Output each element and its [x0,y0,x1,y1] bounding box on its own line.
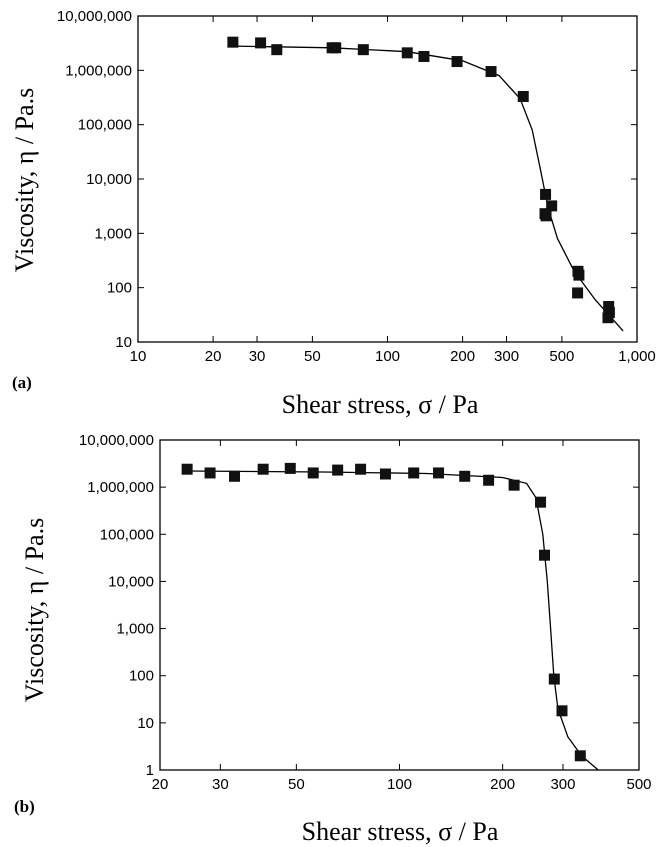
x-tick-label: 300 [550,776,575,793]
data-point-marker [556,705,568,717]
data-point-marker [574,750,586,762]
data-point-marker [357,44,369,56]
x-tick-label: 20 [205,348,222,365]
y-tick-label: 10 [137,715,154,732]
data-point-marker [451,56,463,68]
x-tick-label: 30 [249,348,266,365]
data-point-marker [284,462,296,474]
data-point-marker [573,269,585,281]
data-point-marker [307,467,319,479]
data-point-marker [332,464,344,476]
y-tick-label: 1,000 [94,225,132,242]
y-tick-label: 1,000 [116,621,154,638]
y-tick-label: 100 [107,280,132,297]
data-point-marker [255,37,267,49]
data-point-marker [485,66,497,78]
y-tick-label: 100,000 [78,117,132,134]
data-point-marker [603,301,615,313]
data-point-marker [535,496,547,508]
x-tick-label: 30 [212,776,229,793]
data-point-marker [548,673,560,685]
data-point-marker [330,42,342,54]
x-tick-label: 500 [626,776,651,793]
fit-curve [228,45,624,332]
fit-curve [187,470,599,770]
y-tick-label: 1 [146,762,154,779]
y-tick-label: 100,000 [100,526,154,543]
data-point-marker [408,467,420,479]
y-tick-label: 10,000,000 [57,8,132,25]
y-tick-label: 10,000 [108,573,154,590]
data-point-marker [181,463,193,475]
x-tick-label: 100 [387,776,412,793]
data-point-marker [540,210,552,222]
y-axis-title: Viscosity, η / Pa.s [10,88,39,272]
data-point-marker [418,50,430,62]
data-point-marker [540,188,552,200]
data-point-marker [271,44,283,56]
chart-panel-b: 1 10 100 1,000 10,000 100,000 1,000,000 10,000,… [14,432,652,846]
y-tick-label: 1,000,000 [65,62,132,79]
x-tick-label: 50 [288,776,305,793]
chart-panel-a: 10 100 1,000 10,000 100,000 1,000,000 10,000,0… [10,8,656,419]
x-tick-label: 1,000 [618,348,656,365]
y-axis-title: Viscosity, η / Pa.s [20,518,49,702]
x-axis-title: Shear stress, σ / Pa [302,817,499,846]
data-point-marker [539,549,551,561]
x-tick-label: 200 [490,776,515,793]
data-point-marker [401,47,413,59]
data-point-marker [433,467,445,479]
data-point-marker [227,36,239,48]
data-point-marker [204,467,216,479]
panel-label: (a) [12,373,32,392]
x-tick-label: 300 [494,348,519,365]
data-point-marker [517,90,529,102]
x-tick-label: 500 [549,348,574,365]
data-point-marker [546,200,558,212]
x-tick-label: 20 [152,776,169,793]
y-tick-label: 10,000,000 [79,432,154,449]
x-tick-label: 200 [450,348,475,365]
data-point-marker [355,463,367,475]
data-point-marker [229,470,241,482]
y-tick-label: 100 [129,668,154,685]
data-point-marker [572,287,584,299]
data-point-marker [459,470,471,482]
data-point-marker [379,468,391,480]
y-tick-label: 1,000,000 [87,479,154,496]
x-tick-label: 10 [130,348,147,365]
data-point-marker [257,463,269,475]
y-tick-label: 10,000 [86,171,132,188]
plot-frame [159,439,640,771]
plot-frame [137,15,638,343]
data-point-marker [508,479,520,491]
x-tick-label: 50 [304,348,321,365]
y-tick-label: 10 [115,334,132,351]
data-point-marker [602,312,614,324]
x-tick-label: 100 [375,348,400,365]
panel-label: (b) [14,797,35,816]
data-point-marker [483,474,495,486]
x-axis-title: Shear stress, σ / Pa [282,390,479,419]
